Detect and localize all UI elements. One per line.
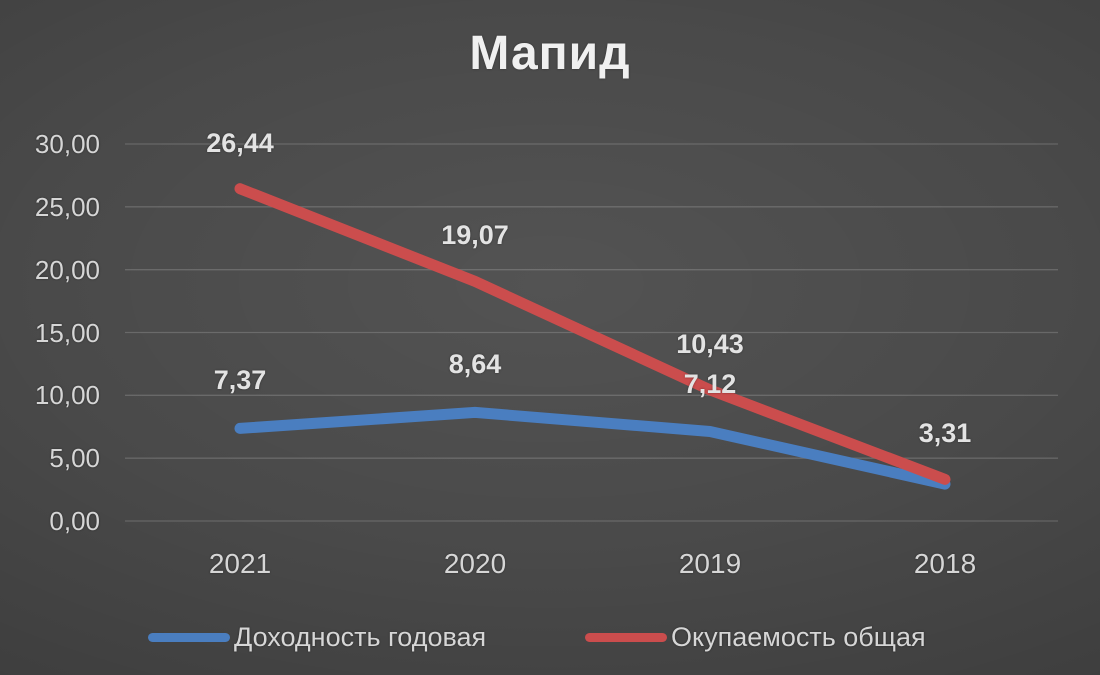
series-line-0 [234, 406, 951, 490]
chart-title: Мапид [469, 27, 631, 80]
series-line-1 [234, 183, 951, 485]
